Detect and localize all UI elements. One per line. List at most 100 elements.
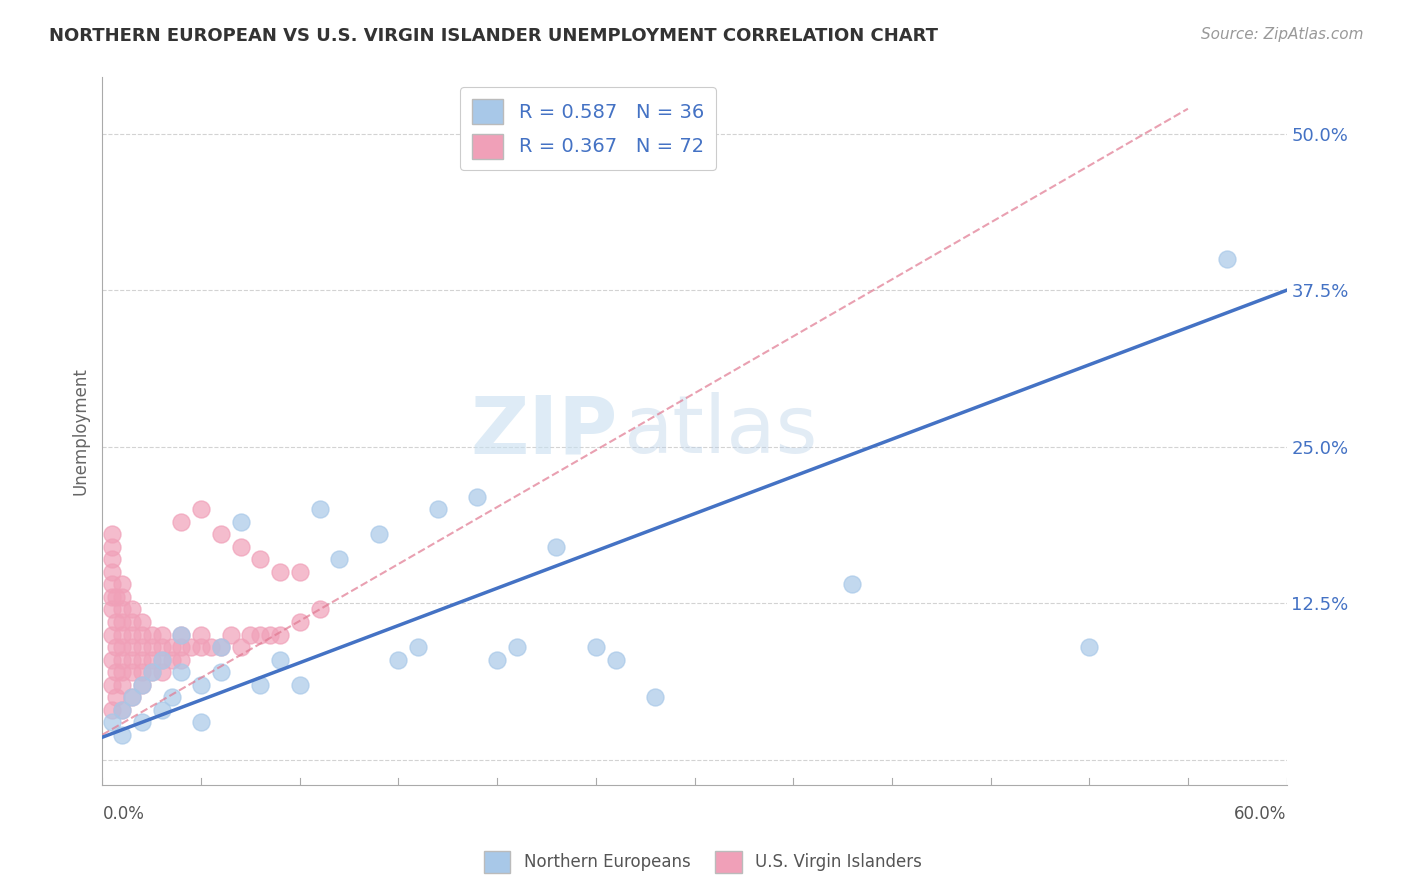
Point: [121, 652, 143, 666]
Point: [190, 502, 212, 516]
Point: [101, 715, 124, 730]
Text: ZIP: ZIP: [470, 392, 617, 470]
Point: [121, 602, 143, 616]
Point: [841, 577, 863, 591]
Point: [111, 627, 134, 641]
Point: [288, 615, 311, 629]
Point: [150, 665, 173, 679]
Point: [105, 690, 128, 705]
Text: 0.0%: 0.0%: [103, 805, 145, 823]
Point: [150, 652, 173, 666]
Point: [131, 677, 153, 691]
Point: [101, 677, 124, 691]
Point: [426, 502, 449, 516]
Point: [141, 665, 163, 679]
Point: [190, 640, 212, 654]
Point: [131, 640, 153, 654]
Point: [486, 652, 509, 666]
Point: [209, 527, 232, 541]
Point: [406, 640, 429, 654]
Point: [467, 490, 489, 504]
Point: [308, 502, 330, 516]
Point: [160, 652, 183, 666]
Text: atlas: atlas: [623, 392, 818, 470]
Point: [131, 665, 153, 679]
Point: [269, 627, 291, 641]
Point: [111, 703, 134, 717]
Point: [141, 627, 163, 641]
Point: [101, 590, 124, 604]
Point: [229, 640, 252, 654]
Point: [111, 615, 134, 629]
Legend: Northern Europeans, U.S. Virgin Islanders: Northern Europeans, U.S. Virgin Islander…: [477, 845, 929, 880]
Point: [200, 640, 222, 654]
Point: [219, 627, 242, 641]
Text: Source: ZipAtlas.com: Source: ZipAtlas.com: [1201, 27, 1364, 42]
Point: [170, 652, 193, 666]
Point: [101, 527, 124, 541]
Point: [150, 640, 173, 654]
Point: [1078, 640, 1101, 654]
Point: [101, 565, 124, 579]
Point: [170, 665, 193, 679]
Point: [131, 615, 153, 629]
Point: [150, 652, 173, 666]
Text: NORTHERN EUROPEAN VS U.S. VIRGIN ISLANDER UNEMPLOYMENT CORRELATION CHART: NORTHERN EUROPEAN VS U.S. VIRGIN ISLANDE…: [49, 27, 938, 45]
Point: [101, 703, 124, 717]
Point: [131, 652, 153, 666]
Point: [269, 565, 291, 579]
Point: [121, 640, 143, 654]
Point: [546, 540, 568, 554]
Point: [121, 627, 143, 641]
Point: [190, 715, 212, 730]
Point: [111, 602, 134, 616]
Legend: R = 0.587   N = 36, R = 0.367   N = 72: R = 0.587 N = 36, R = 0.367 N = 72: [460, 87, 716, 170]
Point: [585, 640, 607, 654]
Point: [111, 652, 134, 666]
Point: [209, 665, 232, 679]
Point: [101, 540, 124, 554]
Point: [150, 703, 173, 717]
Point: [105, 590, 128, 604]
Point: [229, 515, 252, 529]
Point: [170, 515, 193, 529]
Point: [160, 640, 183, 654]
Point: [387, 652, 409, 666]
Point: [111, 640, 134, 654]
Point: [150, 627, 173, 641]
Point: [121, 690, 143, 705]
Point: [506, 640, 529, 654]
Point: [101, 602, 124, 616]
Y-axis label: Unemployment: Unemployment: [72, 368, 89, 495]
Point: [121, 665, 143, 679]
Point: [259, 627, 281, 641]
Point: [121, 690, 143, 705]
Point: [170, 627, 193, 641]
Point: [101, 577, 124, 591]
Point: [111, 665, 134, 679]
Point: [180, 640, 202, 654]
Point: [141, 652, 163, 666]
Point: [190, 677, 212, 691]
Point: [170, 627, 193, 641]
Point: [170, 640, 193, 654]
Point: [111, 590, 134, 604]
Point: [101, 552, 124, 566]
Point: [644, 690, 666, 705]
Point: [105, 640, 128, 654]
Point: [131, 677, 153, 691]
Text: 60.0%: 60.0%: [1234, 805, 1286, 823]
Point: [367, 527, 389, 541]
Point: [131, 715, 153, 730]
Point: [209, 640, 232, 654]
Point: [101, 627, 124, 641]
Point: [269, 652, 291, 666]
Point: [105, 615, 128, 629]
Point: [209, 640, 232, 654]
Point: [308, 602, 330, 616]
Point: [111, 677, 134, 691]
Point: [121, 615, 143, 629]
Point: [239, 627, 262, 641]
Point: [249, 677, 271, 691]
Point: [141, 665, 163, 679]
